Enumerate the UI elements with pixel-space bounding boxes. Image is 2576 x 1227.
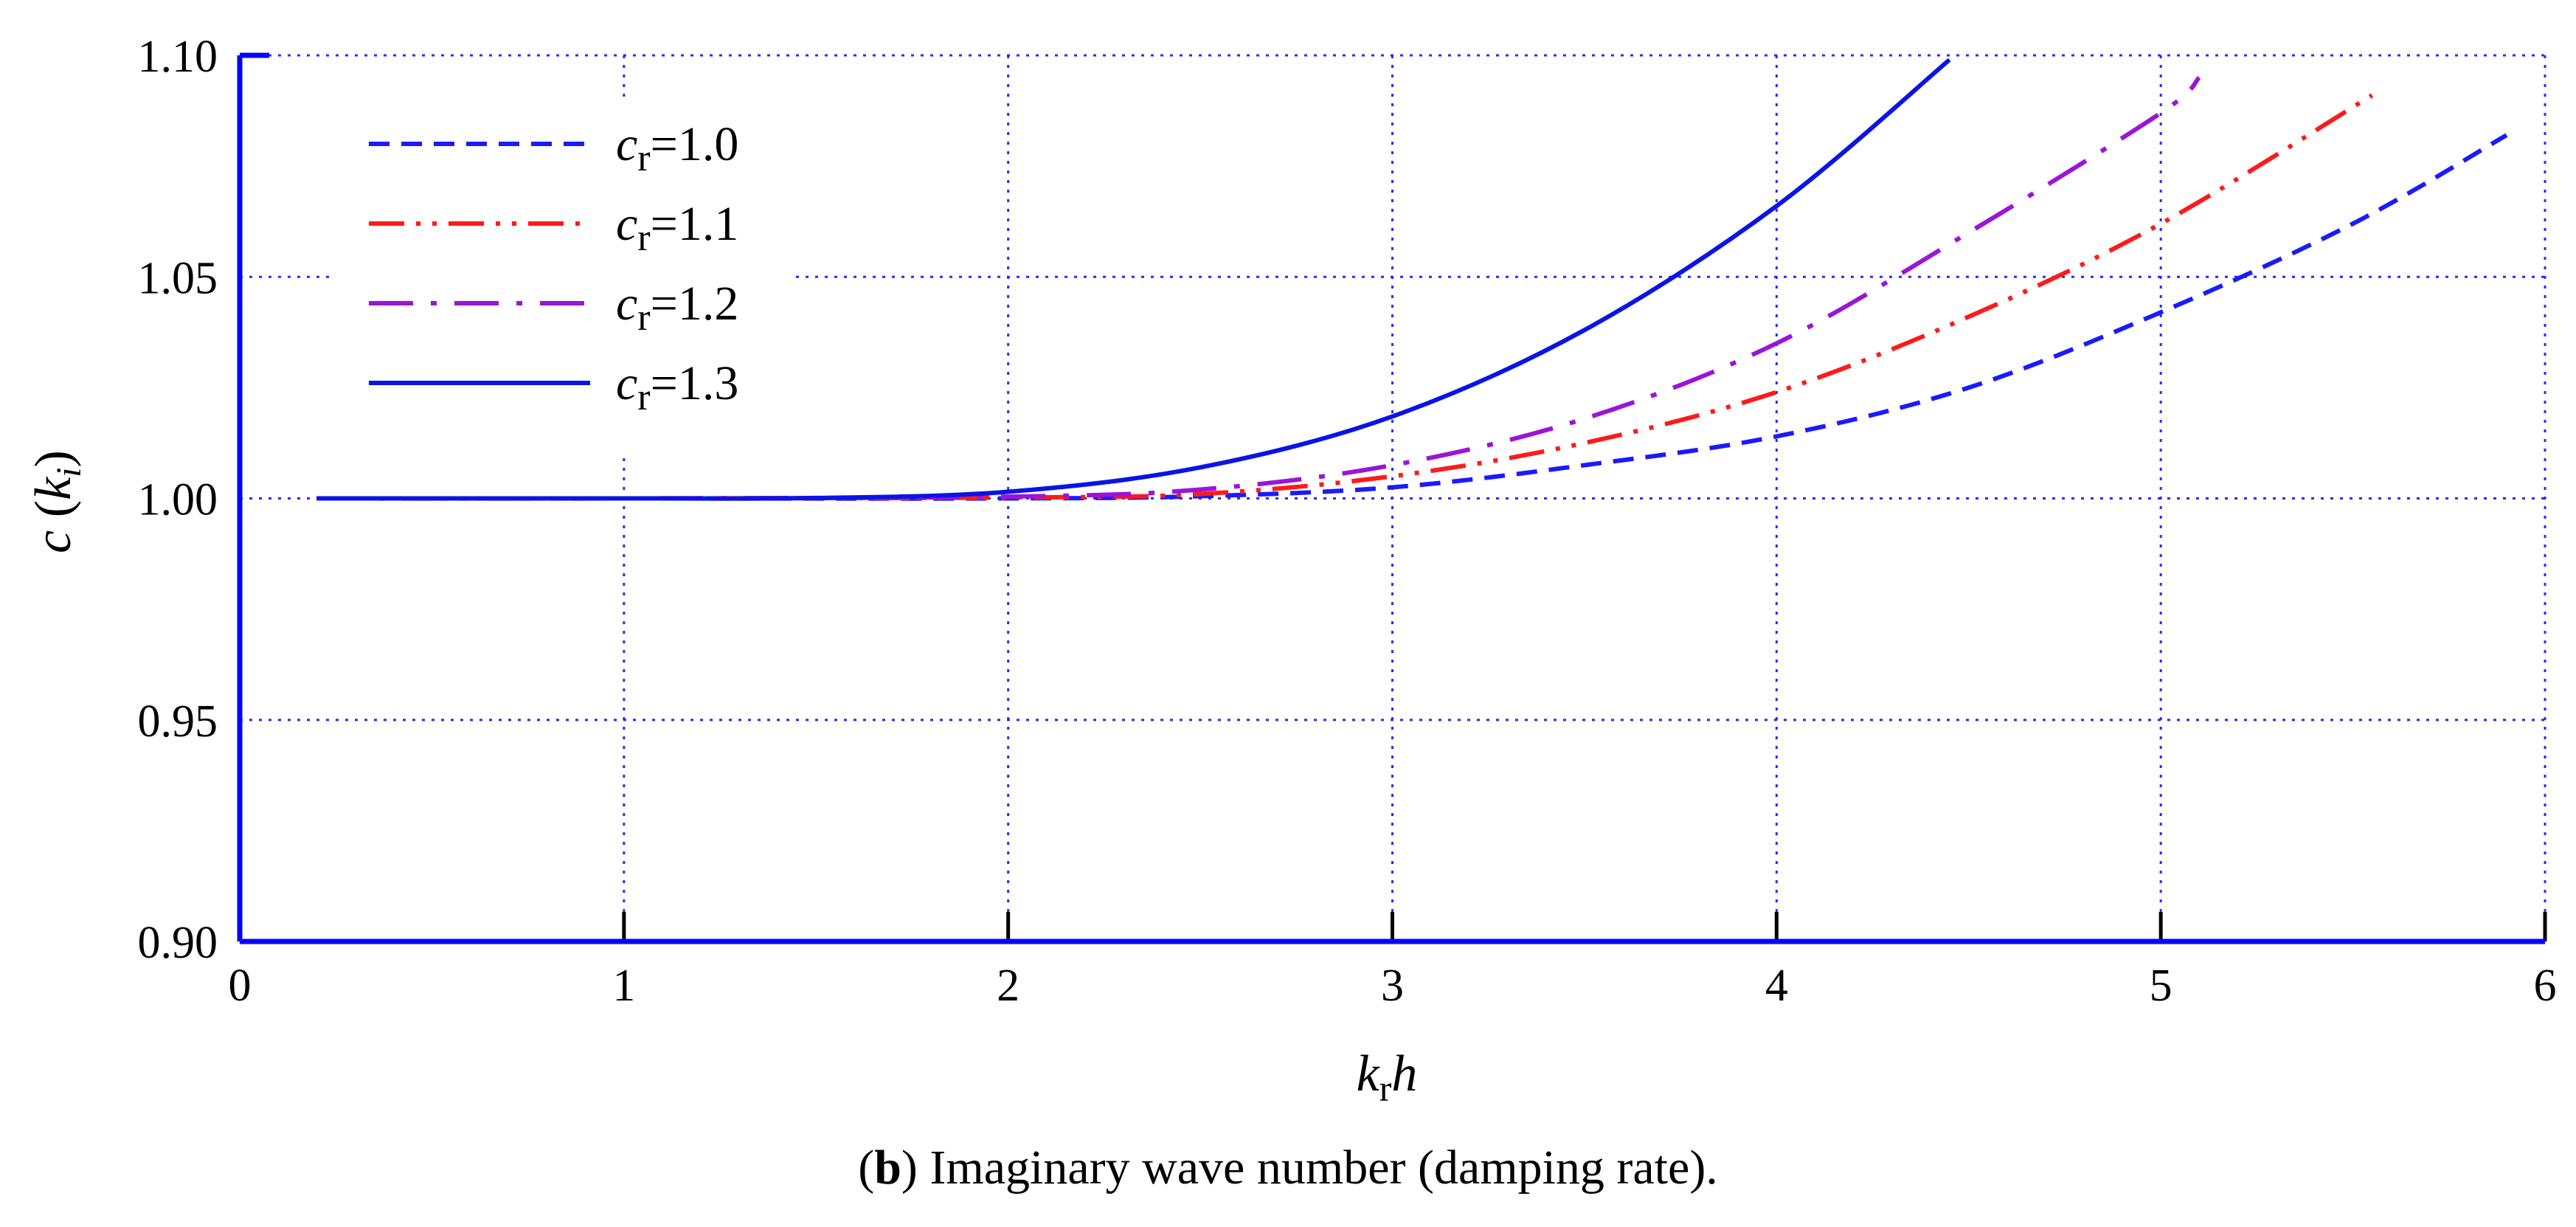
x-axis-label-sub: r	[1379, 1068, 1392, 1109]
x-tick-label: 4	[1765, 961, 1788, 1011]
y-tick-label: 1.00	[138, 475, 218, 525]
y-axis-label-paren-open: (	[25, 500, 82, 517]
x-axis-label-tail: h	[1391, 1045, 1417, 1102]
y-axis-label-main: c	[25, 530, 82, 553]
x-tick-label: 5	[2150, 961, 2172, 1011]
grid	[240, 54, 2546, 941]
series-line-3	[316, 75, 2201, 501]
x-axis-label-main: k	[1357, 1045, 1381, 1102]
caption-bold: b	[874, 1141, 901, 1195]
y-tick-label: 1.10	[138, 32, 218, 82]
series-group	[316, 58, 2508, 501]
axis-ticks	[238, 912, 2547, 941]
tick-labels: 0 1 2 3 4 5 6 0.90 0.95 1.00 1.05 1.10	[138, 32, 2557, 1011]
caption-rest: ) Imaginary wave number (damping rate).	[901, 1141, 1718, 1195]
legend-label-1: cr=1.0	[616, 117, 738, 179]
y-tick-label: 1.05	[138, 253, 218, 303]
axes	[237, 52, 2545, 944]
x-axis-label: krh	[1357, 1045, 1418, 1109]
y-tick-label: 0.90	[138, 918, 218, 968]
legend-background	[336, 103, 793, 457]
y-axis-label-k: k	[25, 476, 82, 500]
figure-caption: (b) Imaginary wave number (damping rate)…	[0, 1140, 2576, 1196]
x-tick-label: 1	[612, 961, 635, 1011]
y-tick-label: 0.95	[138, 697, 218, 747]
legend-label-4: cr=1.3	[616, 356, 738, 418]
caption-open: (	[858, 1141, 875, 1195]
x-tick-label: 3	[1381, 961, 1404, 1011]
x-tick-label: 6	[2534, 961, 2557, 1011]
series-line-4	[316, 58, 1951, 501]
y-axis-label: c (ki)	[25, 450, 89, 553]
legend-label-3: cr=1.2	[616, 277, 738, 339]
x-tick-label: 0	[229, 961, 252, 1011]
legend-label-2: cr=1.1	[616, 197, 738, 259]
y-axis-label-sub: i	[49, 468, 89, 477]
legend: cr=1.0 cr=1.1 cr=1.2 cr=1.3	[369, 117, 738, 418]
y-axis-label-paren-close: )	[25, 450, 82, 467]
x-tick-label: 2	[997, 961, 1019, 1011]
